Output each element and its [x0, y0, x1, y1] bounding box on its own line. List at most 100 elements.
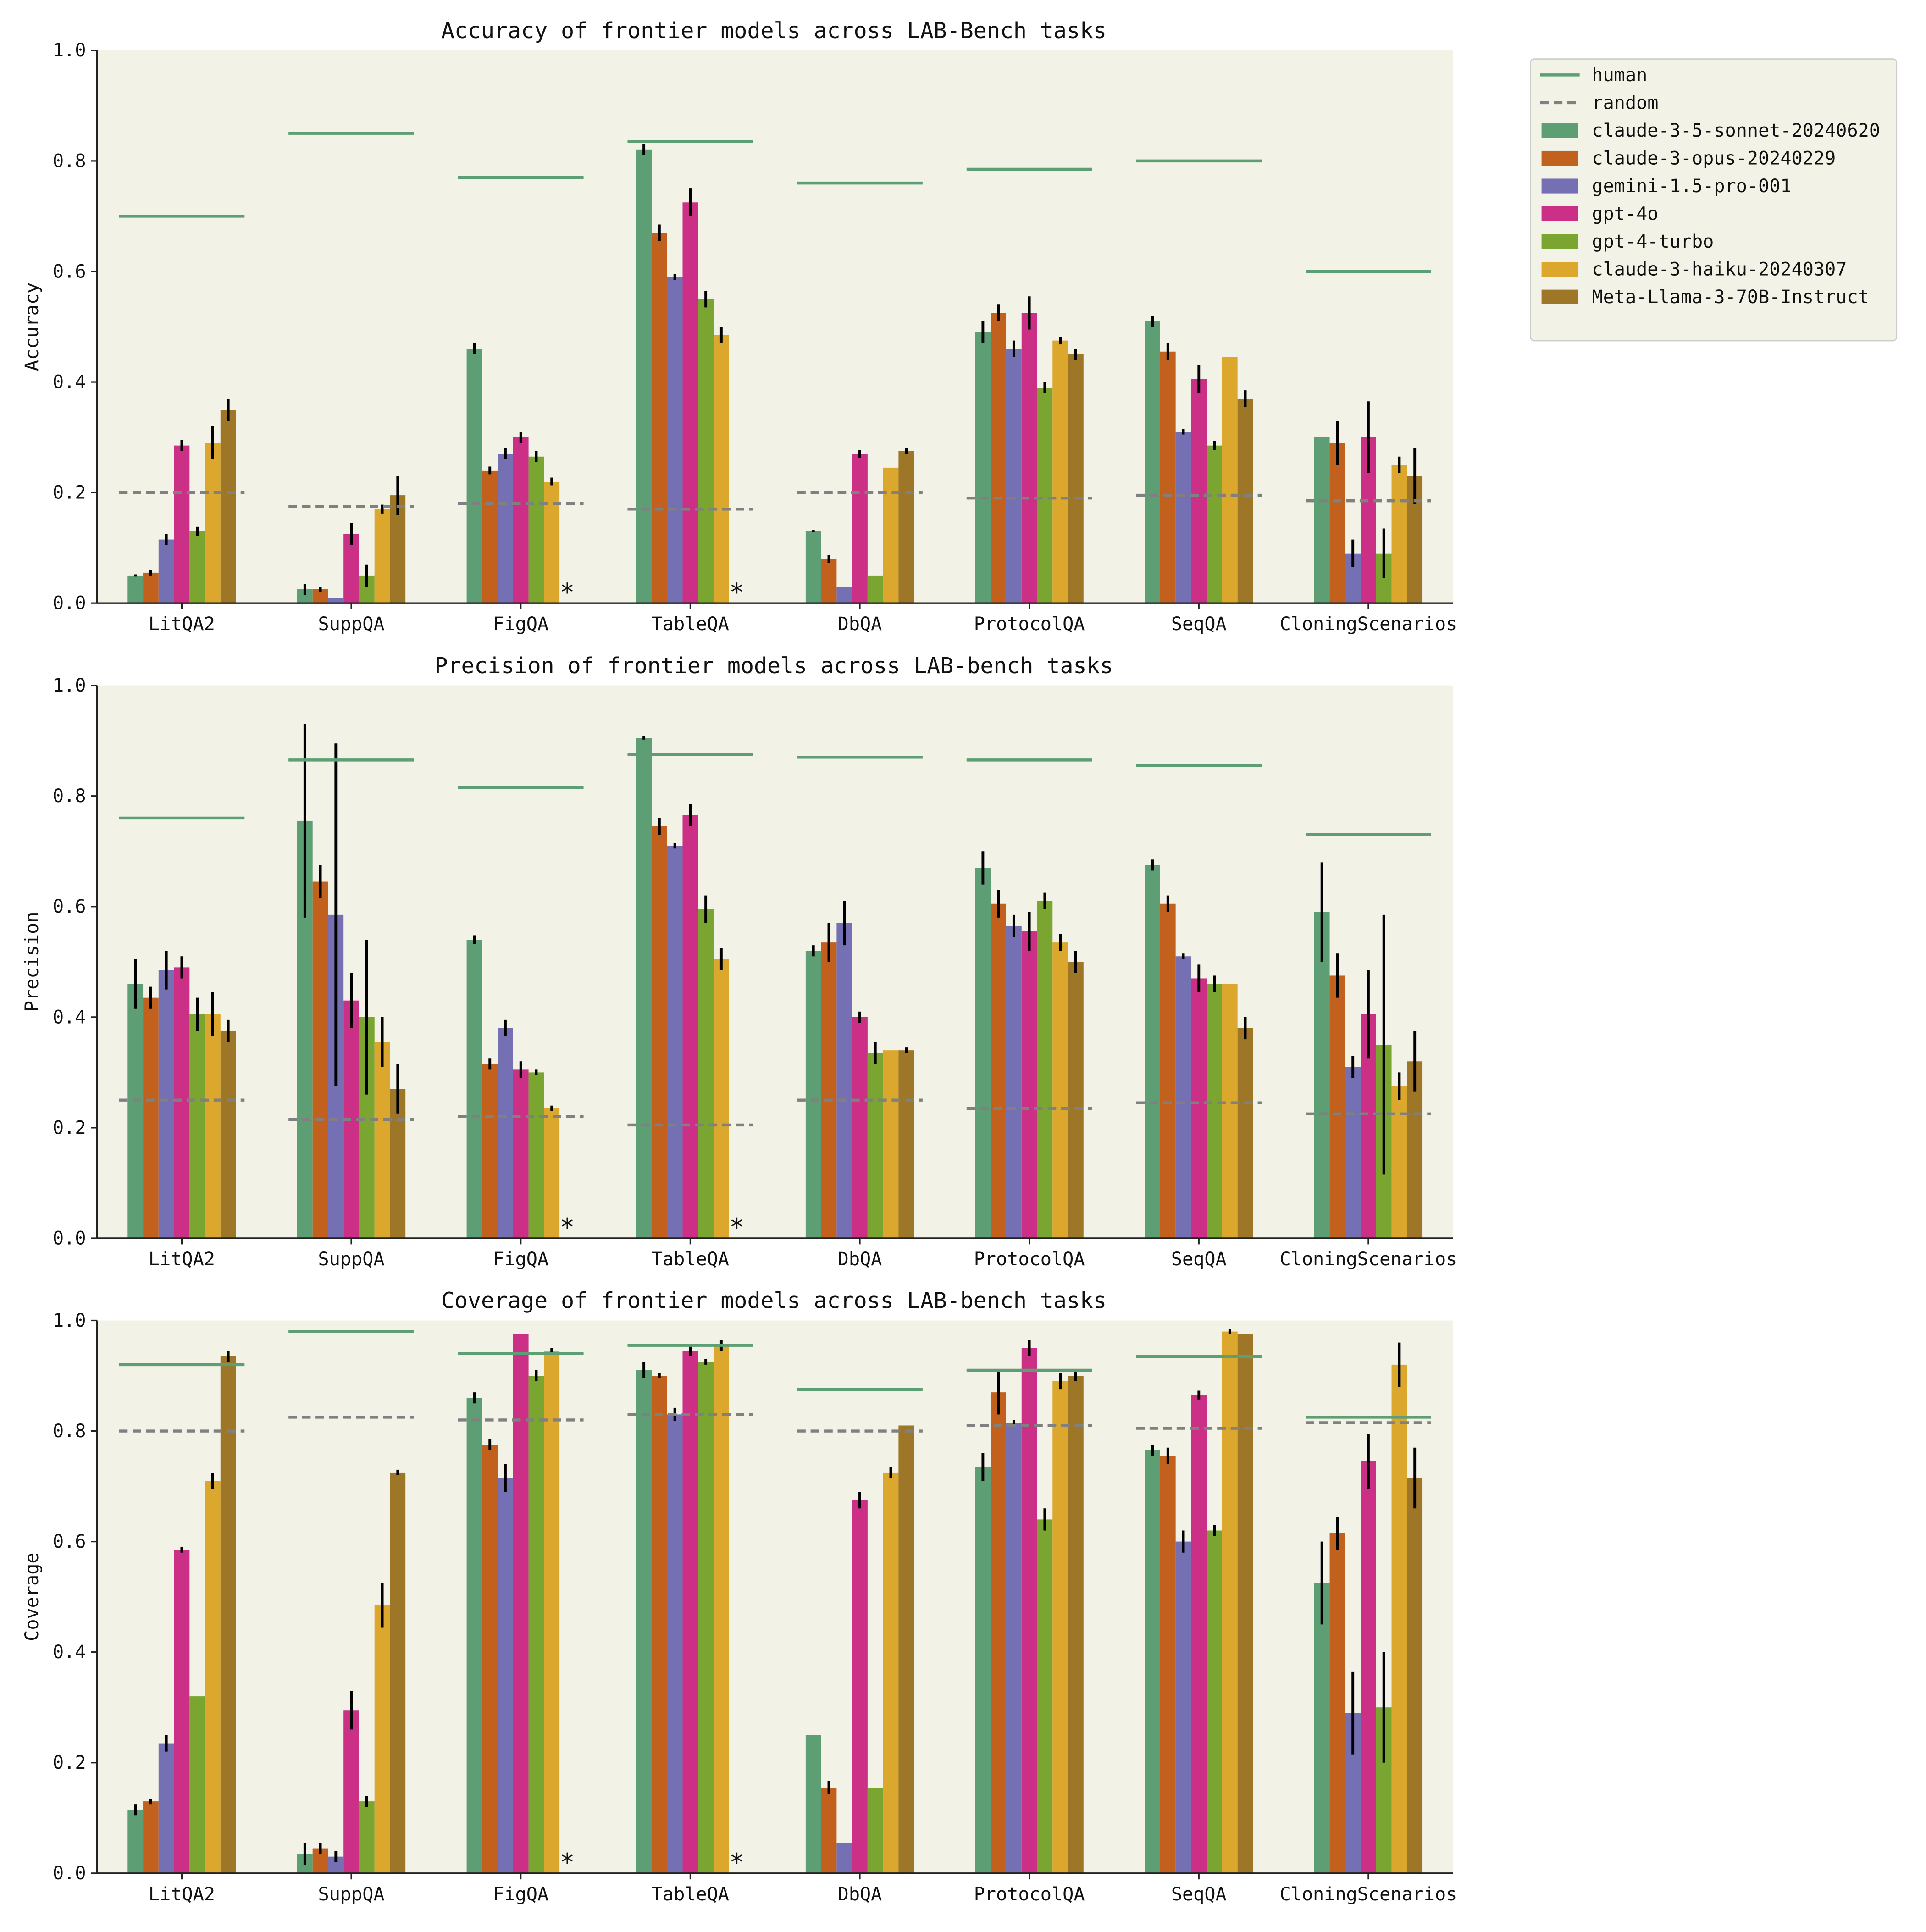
bar: [698, 909, 714, 1238]
bar: [1037, 1519, 1053, 1873]
bar: [1207, 445, 1222, 603]
legend-entry-label: claude-3-opus-20240229: [1592, 148, 1836, 169]
x-tick-label: ProtocolQA: [974, 614, 1085, 635]
bar: [544, 1351, 560, 1873]
bar: [1391, 1364, 1407, 1873]
bar: [466, 349, 482, 603]
bar: [374, 1605, 390, 1873]
bar: [312, 881, 328, 1238]
bar: [713, 335, 729, 603]
bar: [1361, 1461, 1376, 1873]
bar: [1175, 956, 1191, 1238]
bar: [975, 868, 991, 1238]
x-tick-label: TableQA: [652, 614, 729, 635]
x-tick-label: FigQA: [493, 614, 548, 635]
missing-marker: *: [729, 1213, 744, 1242]
bar: [498, 1028, 513, 1238]
chart-panel-3: Coverage of frontier models across LAB-b…: [22, 1288, 1457, 1905]
x-tick-label: DbQA: [838, 1249, 882, 1270]
bar: [143, 572, 159, 603]
bar: [143, 1801, 159, 1873]
bar: [205, 1014, 221, 1238]
bar: [1006, 925, 1022, 1238]
bar: [359, 1801, 375, 1873]
bar: [1345, 1067, 1361, 1238]
y-tick-label: 0.2: [53, 1752, 86, 1773]
legend-entry-label: gpt-4-turbo: [1592, 231, 1714, 252]
y-tick-label: 0.6: [53, 261, 86, 282]
bar: [713, 1345, 729, 1873]
bar: [636, 149, 652, 603]
bar: [174, 1550, 190, 1873]
bar: [836, 1843, 852, 1873]
chart-title: Coverage of frontier models across LAB-b…: [441, 1288, 1107, 1314]
x-tick-label: FigQA: [493, 1884, 548, 1905]
bar: [1191, 1395, 1207, 1873]
bar: [821, 1787, 837, 1873]
x-tick-label: SeqQA: [1171, 614, 1227, 635]
missing-marker: *: [560, 578, 575, 607]
bar: [1160, 903, 1176, 1238]
missing-marker: *: [560, 1213, 575, 1242]
bar: [867, 575, 883, 603]
legend: human random claude-3-5-sonnet-20240620 cla…: [1530, 58, 1898, 342]
x-tick-label: ProtocolQA: [974, 1884, 1085, 1905]
missing-marker: *: [729, 1848, 744, 1877]
bar: [174, 967, 190, 1238]
bar: [220, 410, 236, 603]
bar: [1175, 432, 1191, 603]
x-tick-label: ProtocolQA: [974, 1249, 1085, 1270]
legend-entry-label: human: [1592, 65, 1647, 86]
bar: [205, 443, 221, 603]
bar: [1145, 865, 1160, 1238]
legend-color-swatch: [1541, 289, 1578, 304]
bar: [667, 1414, 683, 1873]
bar: [143, 997, 159, 1238]
bar: [528, 456, 544, 603]
bar: [466, 940, 482, 1238]
legend-entry-label: Meta-Llama-3-70B-Instruct: [1592, 287, 1869, 308]
y-axis-label: Coverage: [22, 1552, 43, 1641]
y-tick-label: 0.6: [53, 1531, 86, 1552]
bar: [991, 313, 1007, 603]
bar: [883, 1050, 899, 1238]
x-tick-label: TableQA: [652, 1249, 729, 1270]
bar: [1052, 942, 1068, 1238]
bar: [883, 1472, 899, 1873]
bar: [636, 1370, 652, 1873]
bar: [174, 445, 190, 603]
legend-box: [1530, 58, 1898, 342]
x-tick-label: CloningScenarios: [1280, 614, 1457, 635]
bar: [636, 738, 652, 1238]
bar: [1314, 1583, 1330, 1873]
bar: [991, 903, 1007, 1238]
bar: [189, 1696, 205, 1873]
x-tick-label: CloningScenarios: [1280, 1884, 1457, 1905]
y-tick-label: 0.8: [53, 150, 86, 172]
x-tick-label: TableQA: [652, 1884, 729, 1905]
y-tick-label: 1.0: [53, 675, 86, 696]
bar: [374, 509, 390, 603]
bar: [1191, 379, 1207, 603]
y-tick-label: 0.6: [53, 896, 86, 917]
bar: [651, 233, 667, 603]
bar: [1006, 1423, 1022, 1873]
legend-entry-label: gemini-1.5-pro-001: [1592, 176, 1791, 197]
bar: [805, 531, 821, 603]
x-tick-label: LitQA2: [149, 1884, 215, 1905]
bar: [1021, 313, 1037, 603]
legend-color-swatch: [1541, 178, 1578, 194]
y-tick-label: 0.2: [53, 1117, 86, 1138]
bar: [466, 1398, 482, 1873]
bar: [1391, 1086, 1407, 1238]
y-tick-label: 0.4: [53, 1642, 86, 1663]
x-tick-label: CloningScenarios: [1280, 1249, 1457, 1270]
bar: [220, 1356, 236, 1873]
bar: [1329, 1533, 1345, 1873]
bar: [651, 826, 667, 1238]
bar: [1314, 912, 1330, 1238]
bar: [544, 1108, 560, 1238]
x-tick-label: SeqQA: [1171, 1884, 1227, 1905]
bar: [1175, 1541, 1191, 1873]
bar: [343, 1710, 359, 1873]
